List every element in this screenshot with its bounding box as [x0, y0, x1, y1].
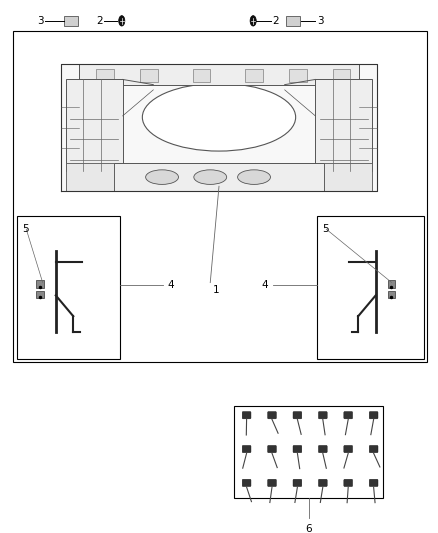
Text: 4: 4: [168, 280, 174, 290]
FancyBboxPatch shape: [268, 479, 276, 487]
Ellipse shape: [194, 170, 227, 184]
Bar: [140, 69, 158, 82]
Bar: [193, 69, 210, 82]
FancyBboxPatch shape: [318, 479, 327, 487]
Bar: [13, 31, 427, 362]
Bar: [66, 163, 114, 191]
Bar: [61, 64, 377, 191]
Bar: [286, 16, 300, 26]
FancyBboxPatch shape: [318, 446, 327, 453]
FancyBboxPatch shape: [369, 411, 378, 419]
Text: 2: 2: [96, 16, 103, 26]
FancyBboxPatch shape: [369, 479, 378, 487]
Bar: [96, 69, 114, 82]
Ellipse shape: [145, 170, 179, 184]
FancyBboxPatch shape: [293, 411, 302, 419]
Bar: [17, 216, 120, 359]
Bar: [66, 79, 123, 171]
FancyBboxPatch shape: [268, 446, 276, 453]
Text: 2: 2: [272, 16, 279, 26]
Bar: [289, 69, 307, 82]
Bar: [388, 280, 396, 288]
FancyBboxPatch shape: [242, 446, 251, 453]
Bar: [36, 290, 44, 298]
Bar: [317, 216, 424, 359]
Ellipse shape: [142, 83, 296, 151]
Bar: [324, 163, 372, 191]
FancyBboxPatch shape: [242, 411, 251, 419]
Ellipse shape: [250, 15, 256, 26]
FancyBboxPatch shape: [369, 446, 378, 453]
FancyBboxPatch shape: [344, 479, 353, 487]
Bar: [234, 406, 383, 497]
Text: 5: 5: [322, 224, 328, 234]
Text: 3: 3: [37, 16, 44, 26]
FancyBboxPatch shape: [293, 479, 302, 487]
Text: 4: 4: [262, 280, 268, 290]
Bar: [388, 290, 396, 298]
Bar: [315, 79, 372, 171]
FancyBboxPatch shape: [293, 446, 302, 453]
Text: 5: 5: [22, 224, 28, 234]
FancyBboxPatch shape: [318, 411, 327, 419]
FancyBboxPatch shape: [242, 479, 251, 487]
FancyBboxPatch shape: [268, 411, 276, 419]
Bar: [245, 69, 263, 82]
Bar: [79, 64, 359, 85]
FancyBboxPatch shape: [344, 411, 353, 419]
Bar: [64, 16, 78, 26]
Bar: [36, 280, 44, 288]
Ellipse shape: [119, 15, 125, 26]
Bar: [333, 69, 350, 82]
Bar: [114, 163, 324, 191]
Ellipse shape: [237, 170, 270, 184]
Text: 1: 1: [212, 285, 219, 295]
Text: 6: 6: [305, 523, 312, 533]
Text: 3: 3: [317, 16, 324, 26]
FancyBboxPatch shape: [344, 446, 353, 453]
